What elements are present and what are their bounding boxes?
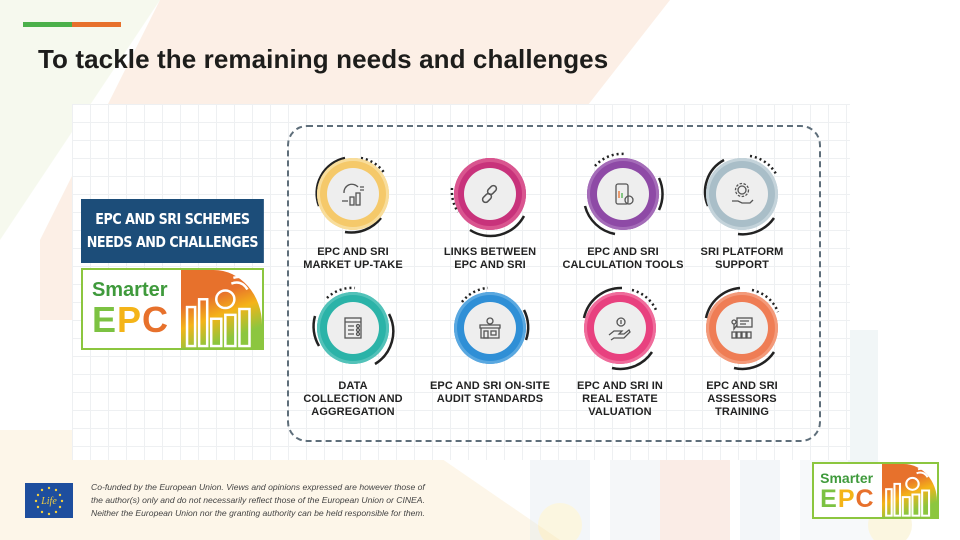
ring-data-collection [317, 292, 389, 364]
challenge-item-assessors-training: EPC AND SRI ASSESSORS TRAINING [672, 286, 812, 419]
decorative-arc-icon [312, 286, 395, 366]
challenge-item-links-epc-sri: LINKS BETWEEN EPC AND SRI [420, 152, 560, 272]
challenge-label: EPC AND SRI ON-SITE AUDIT STANDARDS [429, 380, 551, 405]
challenge-item-data-collection: DATA COLLECTION AND AGGREGATION [283, 286, 423, 419]
challenge-label: EPC AND SRI CALCULATION TOOLS [562, 246, 684, 271]
challenge-item-audit-standards: EPC AND SRI ON-SITE AUDIT STANDARDS [420, 286, 560, 406]
logo-word-smarter: Smarter [820, 469, 874, 486]
smarter-epc-footer-logo: Smarter EPC [812, 462, 939, 519]
logo-word-epc: EPC [820, 484, 875, 513]
mobile-calculator-icon [615, 183, 634, 205]
accent-bar [23, 22, 121, 27]
logo-word-epc: EPC [91, 299, 169, 340]
money-hand-icon [608, 317, 631, 341]
challenge-label: DATA COLLECTION AND AGGREGATION [303, 380, 403, 418]
challenges-dashed-frame [287, 125, 821, 442]
ring-platform [706, 158, 778, 230]
training-board-icon [731, 317, 753, 339]
decorative-arc-icon [450, 187, 526, 238]
ring-valuation [584, 292, 656, 364]
accent-bar-green [23, 22, 72, 27]
challenge-item-real-estate-valuation: EPC AND SRI IN REAL ESTATE VALUATION [550, 286, 690, 419]
ring-audit [454, 292, 526, 364]
logo-city-lightbulb-icon [881, 464, 937, 517]
storefront-icon [479, 317, 501, 339]
scheme-title-box: EPC AND SRI SCHEMES NEEDS AND CHALLENGES [81, 199, 264, 263]
eu-disclaimer: Co-funded by the European Union. Views a… [91, 482, 425, 518]
challenge-item-platform-support: SRI PLATFORM SUPPORT [672, 152, 812, 272]
page-title: To tackle the remaining needs and challe… [38, 44, 609, 74]
challenge-item-market-uptake: EPC AND SRI MARKET UP-TAKE [283, 152, 423, 272]
challenge-label: EPC AND SRI MARKET UP-TAKE [303, 246, 403, 271]
accent-bar-orange [72, 22, 121, 27]
scheme-title-line1: EPC AND SRI SCHEMES [95, 210, 250, 228]
ring-training [706, 292, 778, 364]
decorative-arc-icon [582, 286, 658, 371]
ring-links [454, 158, 526, 230]
decorative-arc-icon [461, 286, 530, 341]
eu-life-flag-icon: Life [25, 483, 73, 518]
challenge-label: EPC AND SRI IN REAL ESTATE VALUATION [577, 380, 663, 418]
challenge-item-calculation-tools: EPC AND SRI CALCULATION TOOLS [553, 152, 693, 272]
background-tower-illustration [848, 330, 878, 470]
scheme-title-line2: NEEDS AND CHALLENGES [86, 233, 259, 251]
logo-word-smarter: Smarter [91, 279, 168, 301]
ring-calculation [587, 158, 659, 230]
checklist-icon [344, 317, 362, 339]
market-chart-icon [342, 183, 364, 206]
svg-text:Life: Life [40, 496, 57, 507]
chain-link-icon [481, 184, 498, 204]
decorative-arc-icon [583, 152, 664, 236]
challenge-label: LINKS BETWEEN EPC AND SRI [443, 246, 537, 271]
logo-city-lightbulb-icon [181, 270, 262, 348]
gear-hand-icon [732, 182, 754, 204]
decorative-arc-icon [704, 286, 780, 371]
challenge-label: SRI PLATFORM SUPPORT [700, 246, 784, 271]
challenge-label: EPC AND SRI ASSESSORS TRAINING [706, 380, 778, 418]
smarter-epc-logo: Smarter EPC [81, 268, 264, 350]
ring-market-uptake [317, 158, 389, 230]
